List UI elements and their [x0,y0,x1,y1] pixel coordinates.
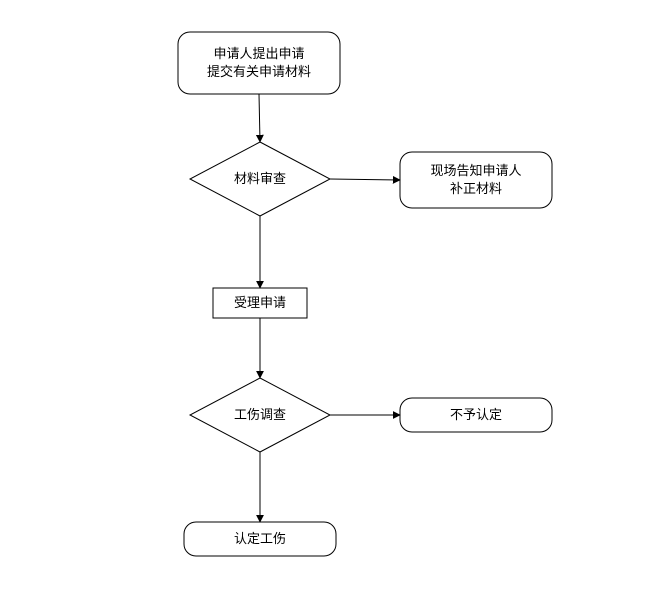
node-text-line: 不予认定 [450,406,502,424]
edge-n1-n2 [259,94,260,142]
node-text-line: 材料审查 [234,170,286,188]
node-text-line: 认定工伤 [234,530,286,548]
node-text-line: 现场告知申请人 [430,162,521,180]
flowchart-canvas: 申请人提出申请提交有关申请材料材料审查现场告知申请人补正材料受理申请工伤调查不予… [0,0,649,615]
node-label-n7: 认定工伤 [184,522,336,556]
node-label-n3: 现场告知申请人补正材料 [400,152,552,208]
node-text-line: 提交有关申请材料 [207,63,311,81]
node-text-line: 申请人提出申请 [207,45,311,63]
node-text-line: 受理申请 [234,294,286,312]
node-label-n2: 材料审查 [190,142,330,216]
node-text-line: 补正材料 [430,180,521,198]
node-label-n6: 不予认定 [400,398,552,432]
node-text-line: 工伤调查 [234,406,286,424]
edge-n2-n3 [330,179,400,180]
node-label-n4: 受理申请 [213,288,307,318]
node-label-n5: 工伤调查 [190,378,330,452]
node-label-n1: 申请人提出申请提交有关申请材料 [178,32,340,94]
